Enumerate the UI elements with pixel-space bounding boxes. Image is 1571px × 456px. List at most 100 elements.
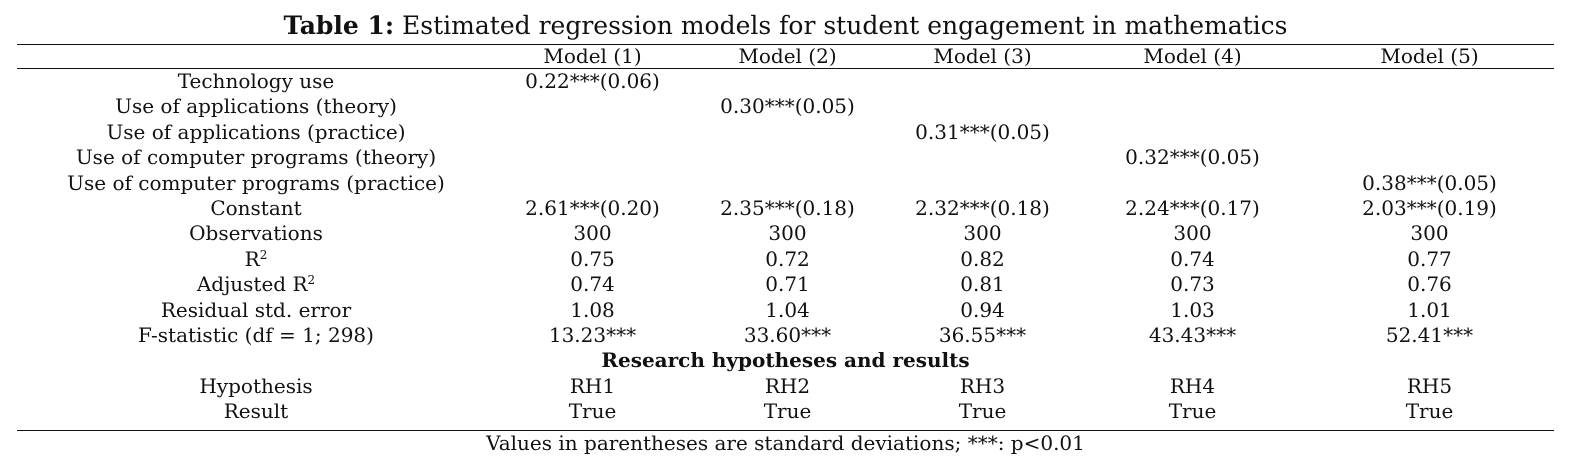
table-note: Values in parentheses are standard devia… (486, 431, 1085, 455)
table-cell (885, 94, 1080, 119)
table-cell: RH3 (959, 373, 1006, 398)
table-cell: 0.38***(0.05) (1362, 170, 1497, 195)
row-label: Use of computer programs (theory) (17, 145, 495, 170)
table-cell (690, 69, 885, 94)
table-cell (885, 69, 1080, 94)
table-cell: 0.72 (765, 246, 810, 271)
table-cell: 33.60*** (743, 323, 832, 348)
row-label-text: Residual std. error (160, 297, 352, 322)
table-cell (885, 145, 1080, 170)
table-caption: Table 1: Estimated regression models for… (0, 9, 1571, 43)
table-cell: RH1 (569, 373, 616, 398)
bottom-rule (17, 430, 1554, 431)
header-cell: Model (3) (933, 44, 1032, 68)
table-cell: 13.23*** (548, 323, 637, 348)
row-label: F-statistic (df = 1; 298) (17, 323, 495, 348)
table-row: Technology use 0.22***(0.06) (17, 69, 1554, 94)
table-row: F-statistic (df = 1; 298) 13.23*** 33.60**… (17, 323, 1554, 348)
row-label: Residual std. error (17, 298, 495, 323)
row-label: R2 (17, 247, 495, 272)
table-cell (495, 94, 690, 119)
table-row: Use of applications (theory) 0.30***(0.05… (17, 94, 1554, 119)
table-cell: 0.82 (960, 246, 1005, 271)
table-cell (495, 145, 690, 170)
table-cell: 0.77 (1407, 246, 1452, 271)
header-cell: Model (4) (1143, 44, 1242, 68)
coefficient-rows: Technology use 0.22***(0.06) Use of applic… (17, 69, 1554, 348)
table-cell (1305, 120, 1554, 145)
row-label: Hypothesis (17, 374, 495, 399)
table-row: Use of computer programs (practice) 0.38*… (17, 171, 1554, 196)
table-cell: 2.24***(0.17) (1125, 196, 1260, 221)
table-caption-text: Estimated regression models for student … (394, 11, 1288, 40)
table-cell (1305, 145, 1554, 170)
row-label-text: Result (223, 399, 289, 424)
row-label: Use of computer programs (practice) (17, 171, 495, 196)
table-row: Result True True True True True (17, 399, 1554, 424)
table-cell (690, 171, 885, 196)
row-label-text: Observations (189, 221, 323, 246)
row-label-text: Hypothesis (199, 373, 313, 398)
table-cell: 1.03 (1170, 297, 1215, 322)
row-label: Use of applications (theory) (17, 94, 495, 119)
table-row: Constant 2.61***(0.20) 2.35***(0.18) 2.32**… (17, 196, 1554, 221)
table-cell (1080, 94, 1305, 119)
header-row: Model (1) Model (2) Model (3) Model (4) … (17, 44, 1554, 69)
table-cell: 0.94 (960, 297, 1005, 322)
row-label-text: Technology use (177, 69, 335, 93)
table-cell: 0.73 (1170, 272, 1215, 297)
table-row: Hypothesis RH1 RH2 RH3 RH4 RH5 (17, 374, 1554, 399)
table-cell (690, 120, 885, 145)
table-cell: 0.75 (570, 246, 615, 271)
table-cell: RH4 (1169, 373, 1216, 398)
header-cell (17, 44, 495, 69)
row-label: Result (17, 399, 495, 424)
table-cell: 300 (1173, 221, 1212, 246)
table-cell (1305, 94, 1554, 119)
table-cell: True (1168, 399, 1217, 424)
table-row: Adjusted R2 0.74 0.71 0.81 0.73 0.76 (17, 272, 1554, 297)
superscript: 2 (307, 273, 316, 288)
row-label-text: Adjusted R (196, 272, 308, 297)
table-cell: True (958, 399, 1007, 424)
row-label: Observations (17, 221, 495, 246)
table-row: Use of applications (practice) 0.31***(0.… (17, 120, 1554, 145)
table-cell: 43.43*** (1148, 323, 1237, 348)
row-label-text: Use of applications (practice) (106, 119, 406, 144)
table-cell: 0.81 (960, 272, 1005, 297)
table-cell: 0.22***(0.06) (525, 69, 660, 93)
table-cell: 2.32***(0.18) (915, 196, 1050, 221)
row-label-text: Constant (210, 196, 302, 221)
table-caption-label: Table 1: (283, 11, 395, 40)
table-cell: 0.32***(0.05) (1125, 145, 1260, 170)
table-row: Observations 300 300 300 300 300 (17, 221, 1554, 246)
row-label: Technology use (17, 69, 495, 94)
table-cell: RH5 (1406, 373, 1453, 398)
header-cell: Model (1) (543, 44, 642, 68)
section-row: Research hypotheses and results (17, 348, 1554, 373)
row-label: Adjusted R2 (17, 272, 495, 297)
header-rule (17, 68, 1554, 69)
hypothesis-rows: Hypothesis RH1 RH2 RH3 RH4 RH5 Result True True T… (17, 374, 1554, 425)
table-cell: 2.61***(0.20) (525, 196, 660, 221)
table-cell (885, 171, 1080, 196)
table-cell: True (568, 399, 617, 424)
table-cell: 2.03***(0.19) (1362, 196, 1497, 221)
table-cell: 0.74 (1170, 246, 1215, 271)
table-cell: 52.41*** (1385, 323, 1474, 348)
table-cell (1080, 69, 1305, 94)
table-row: R2 0.75 0.72 0.82 0.74 0.77 (17, 247, 1554, 272)
table-cell: 2.35***(0.18) (720, 196, 855, 221)
table-cell: 300 (1410, 221, 1449, 246)
regression-table: Model (1) Model (2) Model (3) Model (4) … (17, 44, 1554, 425)
table-cell: True (763, 399, 812, 424)
table-cell (1080, 171, 1305, 196)
table-cell: 300 (768, 221, 807, 246)
table-cell (495, 171, 690, 196)
table-cell: True (1405, 399, 1454, 424)
table-cell: 1.04 (765, 297, 810, 322)
superscript: 2 (259, 247, 268, 262)
row-label-text: R (244, 246, 260, 271)
table-cell: RH2 (764, 373, 811, 398)
header-cell: Model (5) (1380, 44, 1479, 68)
